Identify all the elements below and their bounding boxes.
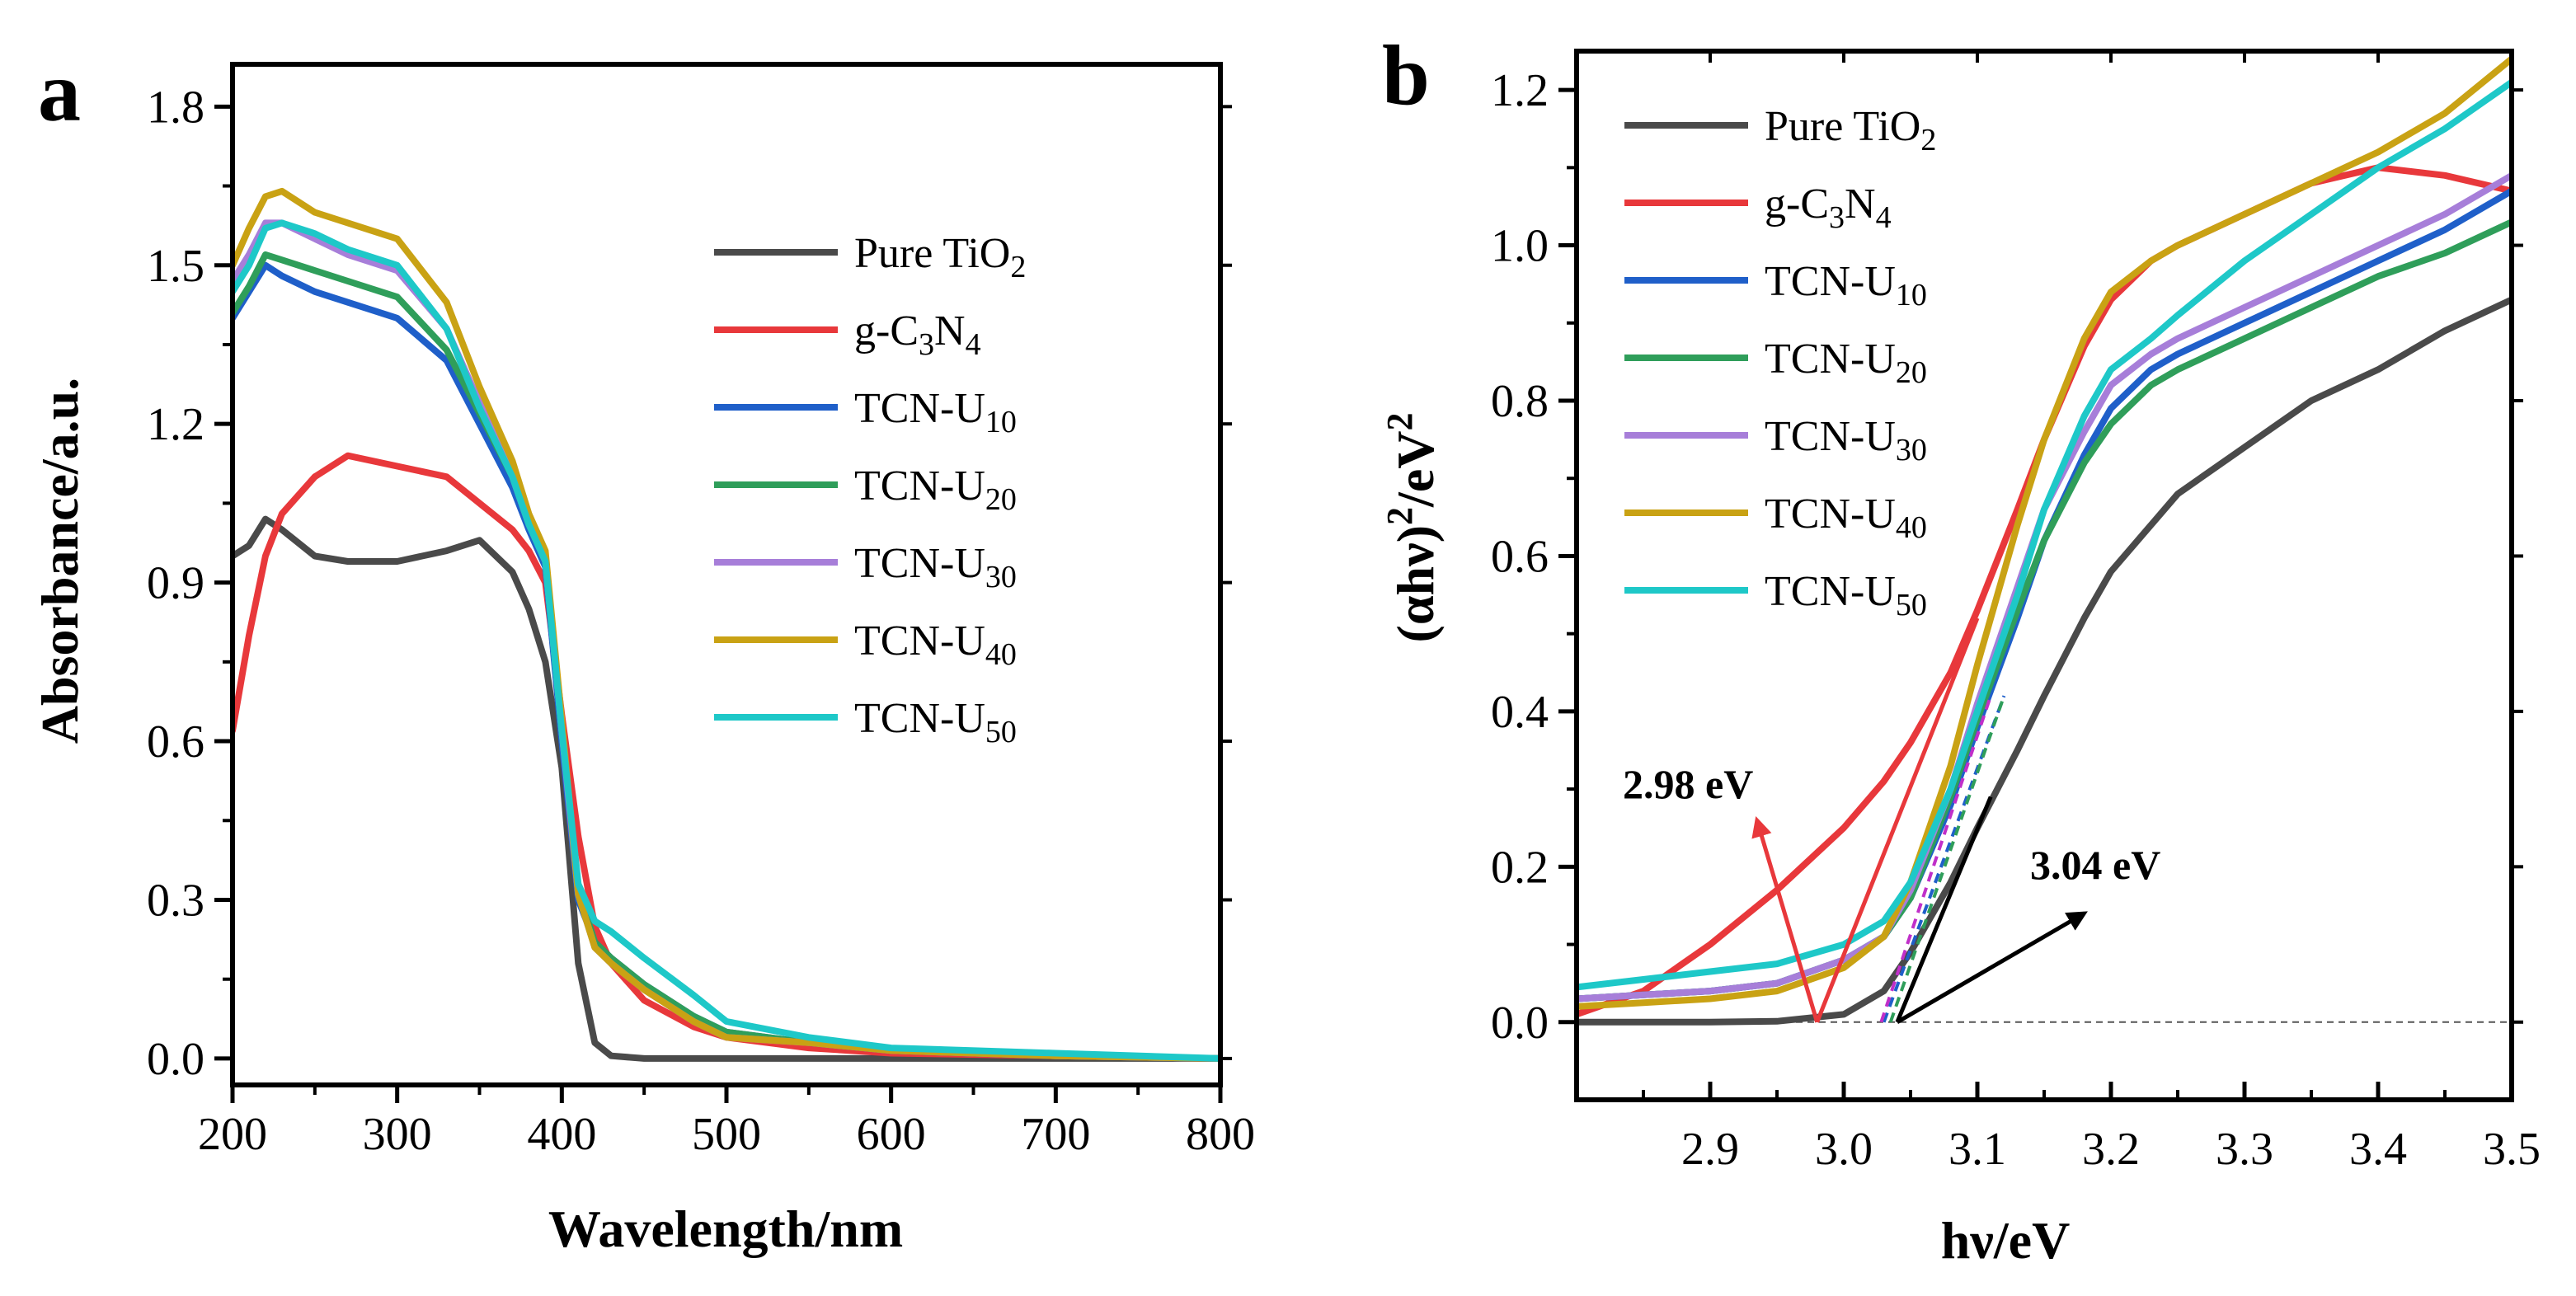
panel-a-legend-label: TCN-U40 <box>854 617 1017 672</box>
panel-a-ytick-label: 0.9 <box>147 558 204 609</box>
panel-a-xtick-label: 500 <box>692 1109 761 1160</box>
panel-a-legend-item-g-c3n4: g-C3N4 <box>714 308 981 362</box>
panel-a-series-tcn-u10 <box>233 261 1220 1062</box>
panel-b-ytick-label: 0.2 <box>1491 842 1549 893</box>
panel-b-annotations: 2.98 eV 3.04 eV <box>1623 617 2160 1024</box>
panel-b-arrow-2-98-ev <box>1751 816 1819 1023</box>
panel-b-dashed-tangent-0 <box>1882 695 2006 1023</box>
panel-a-xtick-label: 200 <box>198 1109 267 1160</box>
panel-b-xtick-label: 3.0 <box>1815 1124 1873 1175</box>
panel-b-legend-item-pure-tio2: Pure TiO2 <box>1624 103 1936 157</box>
panel-a-ytick-label: 0.3 <box>147 875 204 926</box>
panel-a-xtick-label: 400 <box>527 1109 596 1160</box>
panel-a-legend-label: Pure TiO2 <box>854 230 1026 284</box>
panel-b-letter: b <box>1382 28 1430 123</box>
panel-a-series-g-c3n4 <box>233 452 1220 1062</box>
panel-b-axes: 2.9 3.0 3.1 3.2 3.3 3.4 3.5 0.0 0.2 0.4 0.6 0.8 1.0 1… <box>1491 49 2541 1175</box>
panel-b-xtick-label: 3.5 <box>2483 1124 2541 1175</box>
panel-b-ytick-label: 0.8 <box>1491 376 1549 427</box>
panel-b-legend-label: Pure TiO2 <box>1765 103 1936 157</box>
panel-a-axes: 200 300 400 500 600 700 800 0.0 0.3 0.6 0.9 1.2 1.5 1… <box>147 62 1255 1160</box>
panel-a-ytick-label: 1.8 <box>147 82 204 133</box>
panel-b-series-tcn-u50 <box>1577 78 2512 991</box>
panel-a-ytick-label: 0.0 <box>147 1034 204 1085</box>
panel-b-legend-item-tcn-u40: TCN-U40 <box>1624 491 1927 545</box>
panel-b-legend-item-tcn-u50: TCN-U50 <box>1624 568 1927 622</box>
panel-b-xtick-label: 3.3 <box>2216 1124 2273 1175</box>
panel-b-legend-label: TCN-U40 <box>1765 491 1927 545</box>
panel-a-letter: a <box>38 45 81 139</box>
panel-b-legend-item-g-c3n4: g-C3N4 <box>1624 181 1892 235</box>
panel-b-dashed-tangent-1 <box>1879 695 1993 1023</box>
panel-a-ytick-label: 1.2 <box>147 399 204 450</box>
panel-b-arrow-3-04-ev <box>1896 911 2088 1024</box>
panel-b-xlabel: hν/eV <box>1941 1211 2071 1270</box>
panel-a-ytick-label: 1.5 <box>147 241 204 292</box>
panel-b-xtick-label: 3.1 <box>1948 1124 2006 1175</box>
panel-b-xtick-label: 3.4 <box>2349 1124 2407 1175</box>
panel-a-ytick-label: 0.6 <box>147 716 204 768</box>
panel-a-legend: Pure TiO2 g-C3N4 TCN-U10 TCN-U20 TCN-U30 TCN-… <box>714 230 1026 749</box>
panel-a-legend-label: TCN-U10 <box>854 385 1017 439</box>
panel-a-series-pure-tio2 <box>233 515 1220 1062</box>
panel-b-ytick-label: 0.0 <box>1491 998 1549 1049</box>
panel-a-legend-item-pure-tio2: Pure TiO2 <box>714 230 1026 284</box>
panel-a-frame <box>230 62 1223 1087</box>
panel-a-ylabel: Absorbance/a.u. <box>31 378 89 744</box>
panel-b-ytick-label: 1.2 <box>1491 65 1549 116</box>
panel-a-xtick-label: 600 <box>857 1109 926 1160</box>
panel-b-legend-item-tcn-u20: TCN-U20 <box>1624 336 1927 390</box>
panel-b-annotation-3-04-ev: 3.04 eV <box>2030 842 2160 888</box>
panel-a-legend-item-tcn-u10: TCN-U10 <box>714 385 1017 439</box>
panel-b-series-pure-tio2 <box>1577 296 2512 1026</box>
panel-b-dashed-tangent-2 <box>1888 695 2006 1023</box>
panel-a-xtick-label: 700 <box>1021 1109 1090 1160</box>
panel-a-series-group <box>233 187 1220 1062</box>
panel-a-legend-item-tcn-u50: TCN-U50 <box>714 695 1017 749</box>
panel-a-legend-item-tcn-u30: TCN-U30 <box>714 540 1017 594</box>
panel-b-xtick-label: 2.9 <box>1681 1124 1739 1175</box>
panel-b-legend-item-tcn-u10: TCN-U10 <box>1624 258 1927 312</box>
panel-b-legend-label: TCN-U30 <box>1765 413 1927 467</box>
panel-a-xtick-label: 300 <box>363 1109 432 1160</box>
panel-a-xtick-label: 800 <box>1186 1109 1255 1160</box>
panel-a: a 200 300 400 500 600 700 800 0.0 0.3 0.6 0.9 1.2 1.… <box>31 45 1255 1258</box>
panel-a-legend-label: TCN-U30 <box>854 540 1017 594</box>
panel-a-legend-label: TCN-U20 <box>854 463 1017 517</box>
panel-a-series-tcn-u50 <box>233 219 1220 1062</box>
panel-b-ylabel: (αhν)2/eV2 <box>1380 413 1445 643</box>
panel-b-tangent-2-98-ev <box>1815 617 1980 1023</box>
panel-b-legend-label: TCN-U20 <box>1765 336 1927 390</box>
panel-b-ytick-label: 1.0 <box>1491 221 1549 272</box>
panel-a-legend-item-tcn-u20: TCN-U20 <box>714 463 1017 517</box>
panel-b-xtick-label: 3.2 <box>2082 1124 2140 1175</box>
panel-a-xlabel: Wavelength/nm <box>548 1200 903 1258</box>
panel-b-annotation-2-98-ev: 2.98 eV <box>1623 761 1753 807</box>
panel-b-ytick-label: 0.6 <box>1491 531 1549 582</box>
panel-a-series-tcn-u20 <box>233 251 1220 1062</box>
panel-a-legend-label: TCN-U50 <box>854 695 1017 749</box>
panel-b-legend-label: TCN-U10 <box>1765 258 1927 312</box>
panel-a-plot <box>233 187 1220 1062</box>
panel-b: b 2.9 3.0 3.1 3.2 3.3 3.4 3.5 0.0 0.2 0.4 0.6 0.8 1.… <box>1380 28 2541 1270</box>
panel-b-series-tcn-u40 <box>1577 55 2512 1010</box>
panel-b-legend-label: TCN-U50 <box>1765 568 1927 622</box>
panel-b-tangent-3-04-ev <box>1895 796 1993 1023</box>
panel-b-plot <box>1577 55 2512 1026</box>
panel-b-ytick-label: 0.4 <box>1491 687 1549 738</box>
panel-b-legend: Pure TiO2 g-C3N4 TCN-U10 TCN-U20 TCN-U30 TCN-… <box>1624 103 1936 622</box>
panel-b-series-group <box>1577 55 2512 1026</box>
panel-b-legend-label: g-C3N4 <box>1765 181 1892 235</box>
panel-b-legend-item-tcn-u30: TCN-U30 <box>1624 413 1927 467</box>
panel-a-series-tcn-u40 <box>233 187 1220 1062</box>
panel-a-legend-label: g-C3N4 <box>854 308 981 362</box>
panel-a-legend-item-tcn-u40: TCN-U40 <box>714 617 1017 672</box>
